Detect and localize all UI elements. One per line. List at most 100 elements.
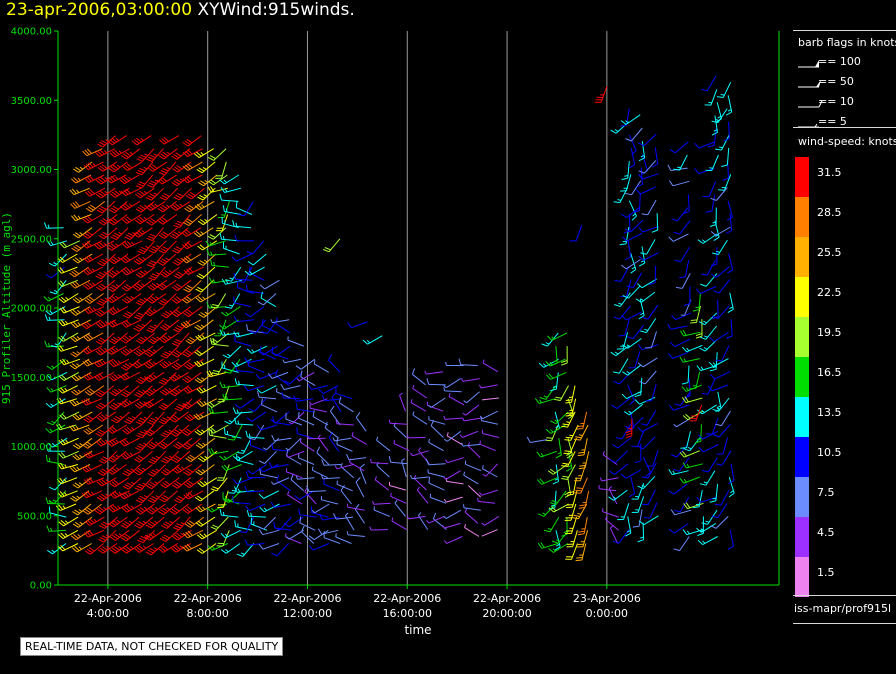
wind-barb bbox=[109, 385, 130, 397]
wind-barb bbox=[319, 514, 340, 521]
wind-barb bbox=[555, 438, 562, 459]
wind-barb bbox=[83, 411, 103, 423]
wind-barb bbox=[84, 187, 106, 197]
wind-barb bbox=[244, 266, 265, 276]
wind-barb bbox=[638, 252, 659, 261]
wind-barb bbox=[82, 437, 102, 449]
wind-barb bbox=[668, 233, 689, 242]
wind-barb bbox=[727, 292, 734, 314]
wind-barb bbox=[198, 174, 218, 187]
wind-barb bbox=[237, 266, 253, 283]
wind-barb bbox=[427, 469, 445, 478]
wind-barb bbox=[85, 201, 106, 213]
wind-barb bbox=[651, 213, 659, 233]
speed-color-swatch bbox=[795, 557, 809, 597]
wind-barb bbox=[147, 411, 165, 426]
legend-divider bbox=[793, 623, 896, 624]
wind-barb bbox=[679, 260, 690, 279]
wind-barb bbox=[274, 516, 292, 531]
wind-barb bbox=[71, 385, 91, 396]
wind-barb bbox=[84, 543, 104, 555]
wind-barb bbox=[679, 356, 700, 363]
wind-barb bbox=[624, 240, 632, 261]
wind-barb bbox=[160, 450, 180, 464]
wind-barb bbox=[287, 491, 303, 505]
wind-barb bbox=[108, 161, 128, 173]
wind-barb bbox=[110, 529, 130, 541]
speed-legend-label: 16.5 bbox=[817, 366, 842, 379]
wind-barb bbox=[552, 464, 559, 485]
wind-barb bbox=[185, 187, 205, 200]
wind-barb bbox=[72, 253, 93, 264]
wind-barb bbox=[235, 201, 253, 215]
wind-barb bbox=[109, 477, 129, 488]
wind-barb bbox=[83, 332, 104, 342]
wind-barb bbox=[234, 417, 254, 426]
wind-barb bbox=[671, 312, 692, 321]
wind-barb bbox=[285, 450, 305, 458]
wind-barb bbox=[710, 187, 728, 201]
x-tick-label: 22-Apr-2006 bbox=[174, 592, 242, 605]
wind-barb bbox=[602, 508, 619, 518]
wind-barb bbox=[135, 266, 155, 279]
wind-barb bbox=[467, 485, 482, 498]
speed-legend-label: 4.5 bbox=[817, 526, 835, 539]
wind-barb bbox=[57, 385, 78, 394]
wind-barb bbox=[554, 385, 569, 401]
wind-barb bbox=[334, 464, 354, 470]
wind-barb bbox=[109, 490, 130, 499]
wind-barb bbox=[72, 503, 92, 516]
wind-barb bbox=[94, 503, 114, 515]
barb-legend-item: == 100 bbox=[797, 55, 895, 71]
wind-barb bbox=[70, 490, 90, 502]
wind-barb bbox=[133, 227, 153, 238]
wind-barb bbox=[119, 174, 140, 185]
wind-barb bbox=[725, 213, 733, 234]
wind-barb bbox=[107, 464, 127, 475]
wind-barb bbox=[183, 490, 204, 500]
wind-barb bbox=[219, 329, 240, 336]
wind-barb bbox=[205, 240, 226, 247]
wind-barb bbox=[232, 219, 252, 229]
wind-barb bbox=[221, 216, 239, 229]
wind-barb bbox=[628, 147, 636, 169]
wind-barb bbox=[237, 437, 252, 454]
wind-barb bbox=[271, 434, 292, 442]
wind-barb bbox=[443, 509, 462, 520]
wind-barb bbox=[355, 412, 367, 432]
wind-barb bbox=[47, 411, 65, 426]
wind-barb bbox=[121, 148, 141, 160]
wind-barb bbox=[243, 385, 265, 392]
wind-barb bbox=[312, 410, 329, 426]
wind-barb bbox=[271, 543, 290, 557]
wind-barb bbox=[210, 259, 229, 268]
wind-barb bbox=[184, 516, 205, 528]
wind-barb bbox=[146, 437, 166, 450]
wind-barb bbox=[197, 477, 218, 488]
wind-barb bbox=[477, 497, 496, 504]
wind-barb bbox=[345, 453, 367, 461]
wind-barb bbox=[634, 377, 643, 398]
wind-barb bbox=[194, 372, 214, 384]
wind-barb bbox=[710, 516, 729, 529]
wind-barb bbox=[196, 398, 218, 407]
wind-barb bbox=[696, 404, 717, 415]
wind-barb bbox=[442, 470, 461, 480]
wind-barb bbox=[295, 475, 315, 480]
wind-barb bbox=[195, 293, 216, 303]
wind-barb bbox=[635, 291, 656, 303]
wind-barb bbox=[709, 483, 719, 503]
wind-barb bbox=[705, 417, 719, 435]
wind-barb bbox=[144, 358, 164, 369]
wind-barb bbox=[430, 419, 444, 438]
wind-barb bbox=[136, 148, 155, 162]
wind-barb bbox=[147, 332, 167, 345]
wind-barb bbox=[95, 424, 115, 437]
wind-barb bbox=[69, 266, 89, 278]
wind-barb bbox=[479, 440, 496, 452]
wind-barb bbox=[206, 370, 227, 378]
wind-barb bbox=[577, 438, 588, 457]
wind-barb bbox=[69, 187, 90, 196]
wind-barb bbox=[710, 266, 730, 278]
wind-barb bbox=[335, 387, 353, 400]
